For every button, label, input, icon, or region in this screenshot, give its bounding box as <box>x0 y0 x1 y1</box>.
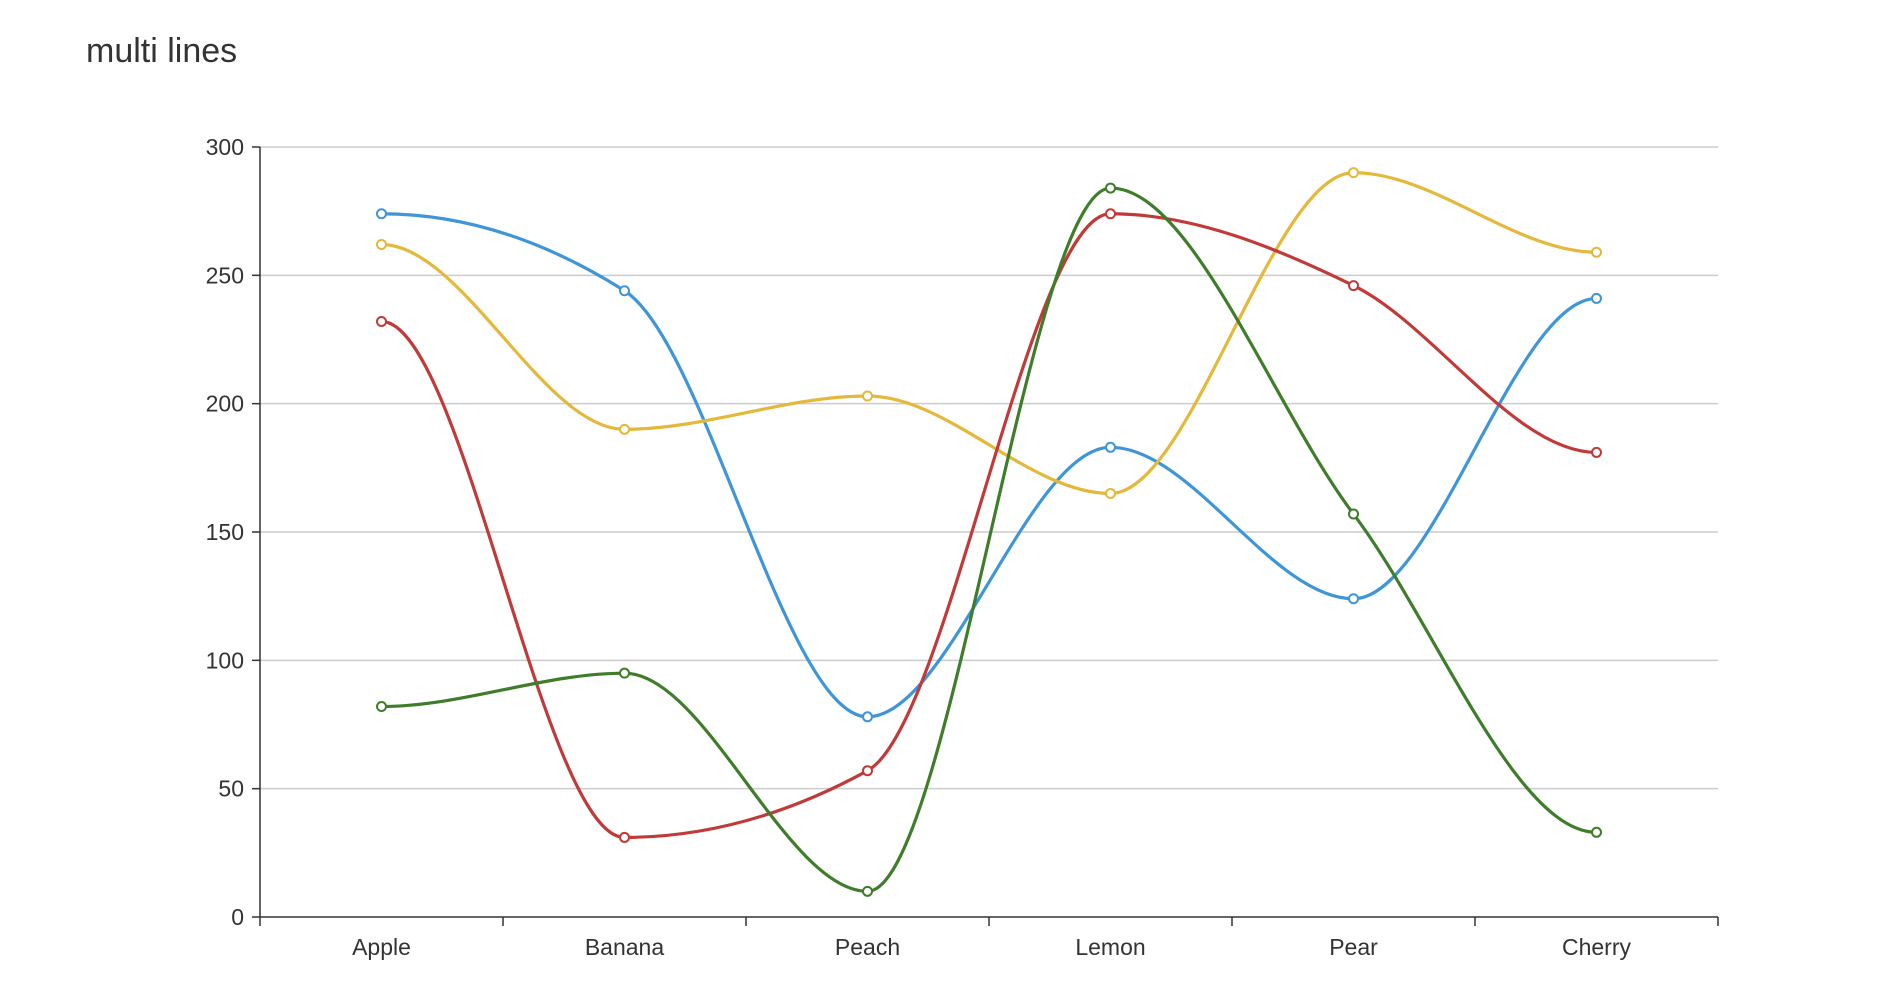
y-tick-label: 150 <box>206 519 244 545</box>
data-point <box>1105 488 1116 499</box>
series-line <box>379 186 1599 893</box>
x-tick-label: Lemon <box>1075 934 1145 960</box>
x-tick-label: Cherry <box>1562 934 1632 960</box>
data-point <box>619 285 630 297</box>
data-point <box>376 316 387 328</box>
data-point <box>619 831 630 843</box>
data-point <box>376 208 387 220</box>
series-line <box>379 212 1599 840</box>
data-point <box>1591 446 1602 458</box>
data-point <box>1348 167 1359 179</box>
series-line <box>379 212 1599 719</box>
y-tick-label: 200 <box>206 391 244 417</box>
tick-labels: 0 50 100 150 200 250 300 Apple Banana Peach Lemon P… <box>206 134 1632 960</box>
data-point <box>619 667 630 679</box>
y-tick-label: 250 <box>206 262 244 288</box>
data-point <box>1105 182 1116 194</box>
grid-lines <box>260 146 1718 790</box>
data-point <box>1591 246 1602 258</box>
data-point <box>1348 508 1359 520</box>
chart-title: multi lines <box>86 32 238 70</box>
data-point <box>862 711 873 723</box>
x-tick-label: Apple <box>352 934 411 960</box>
y-tick-label: 50 <box>218 776 244 802</box>
axes <box>252 146 1719 926</box>
x-tick-label: Pear <box>1329 934 1378 960</box>
data-point <box>862 885 873 897</box>
data-point <box>376 701 387 713</box>
data-point <box>376 239 387 251</box>
data-point <box>1348 280 1359 292</box>
y-tick-label: 300 <box>206 134 244 160</box>
data-point <box>1348 593 1359 605</box>
data-point <box>619 423 630 435</box>
data-point <box>862 765 873 777</box>
series-line <box>379 171 1599 496</box>
data-point <box>1105 441 1116 453</box>
data-point <box>1105 208 1116 220</box>
x-tick-label: Peach <box>835 934 900 960</box>
y-tick-label: 100 <box>206 647 244 673</box>
y-tick-label: 0 <box>231 904 244 930</box>
data-point <box>862 390 873 402</box>
data-point <box>1591 292 1602 304</box>
data-points <box>376 167 1602 897</box>
x-tick-label: Banana <box>585 934 665 960</box>
data-point <box>1591 826 1602 838</box>
